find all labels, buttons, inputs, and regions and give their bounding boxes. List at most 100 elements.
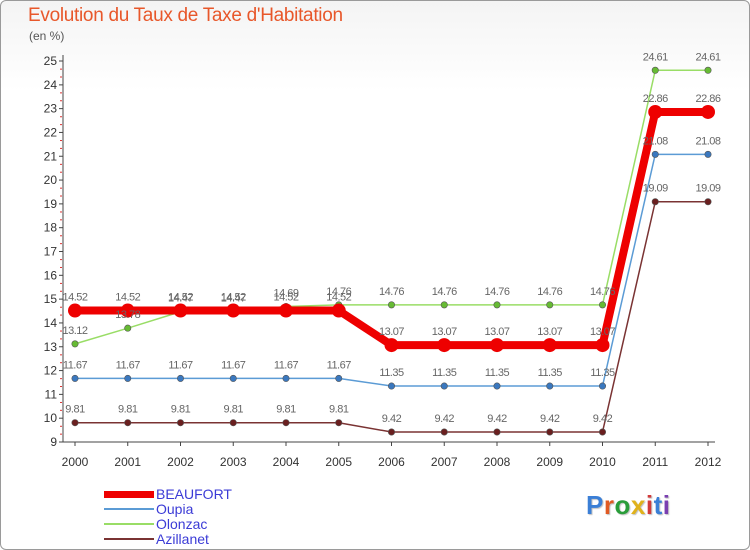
data-point-azillanet <box>440 428 448 436</box>
data-point-oupia <box>546 382 554 390</box>
data-label-oupia: 11.67 <box>221 359 246 371</box>
data-point-beaufort <box>595 338 610 353</box>
data-point-beaufort <box>701 104 715 119</box>
data-label-oupia: 11.35 <box>432 367 457 379</box>
data-point-olonzac <box>598 301 606 309</box>
data-point-azillanet <box>704 198 712 206</box>
y-tick-label: 14 <box>44 316 58 330</box>
legend-label-beaufort: BEAUFORT <box>156 486 232 502</box>
data-label-azillanet: 19.09 <box>643 183 668 195</box>
legend-swatch-olonzac <box>104 523 154 525</box>
data-label-oupia: 11.67 <box>63 359 88 371</box>
y-tick-label: 22 <box>44 125 58 139</box>
legend-item-olonzac[interactable]: Olonzac <box>104 516 208 532</box>
data-label-olonzac: 24.61 <box>695 51 720 63</box>
data-point-azillanet <box>177 419 185 427</box>
data-point-azillanet <box>71 419 79 427</box>
x-tick-label: 2005 <box>325 455 352 469</box>
legend-label-azillanet: Azillanet <box>156 531 209 547</box>
data-point-oupia <box>335 374 343 382</box>
logo-letter: i <box>645 490 654 520</box>
data-label-azillanet: 9.81 <box>276 404 296 416</box>
data-point-beaufort <box>490 338 504 353</box>
legend-item-oupia[interactable]: Oupia <box>104 501 194 517</box>
y-tick-label: 25 <box>44 54 58 68</box>
legend-swatch-beaufort <box>104 490 154 498</box>
data-point-olonzac <box>651 66 659 74</box>
legend-item-beaufort[interactable]: BEAUFORT <box>104 486 232 502</box>
data-label-oupia: 11.67 <box>274 359 299 371</box>
y-tick-label: 18 <box>44 221 58 235</box>
data-label-olonzac: 14.69 <box>273 288 298 300</box>
data-point-azillanet <box>493 428 501 436</box>
data-point-olonzac <box>387 301 395 309</box>
logo-letter: P <box>586 490 604 520</box>
data-label-olonzac: 14.76 <box>590 286 615 298</box>
data-label-olonzac: 14.47 <box>221 293 246 305</box>
data-label-azillanet: 9.81 <box>65 404 85 416</box>
data-label-azillanet: 9.42 <box>487 413 507 425</box>
data-label-beaufort: 13.07 <box>379 326 404 338</box>
data-label-beaufort: 14.52 <box>326 292 351 304</box>
data-label-azillanet: 9.81 <box>329 404 349 416</box>
data-point-olonzac <box>493 301 501 309</box>
series-points <box>68 66 715 436</box>
data-label-beaufort: 14.52 <box>273 292 298 304</box>
data-point-azillanet <box>598 428 606 436</box>
data-point-olonzac <box>546 301 554 309</box>
logo-letter: o <box>614 490 631 520</box>
legend-item-azillanet[interactable]: Azillanet <box>104 531 209 547</box>
x-tick-label: 2012 <box>695 455 722 469</box>
x-tick-label: 2006 <box>378 455 405 469</box>
data-point-beaufort <box>542 338 557 353</box>
data-point-oupia <box>71 374 79 382</box>
data-label-azillanet: 9.42 <box>540 413 560 425</box>
data-point-beaufort <box>384 338 399 353</box>
legend-label-olonzac: Olonzac <box>156 516 208 532</box>
data-label-olonzac: 14.76 <box>379 286 404 298</box>
x-tick-label: 2001 <box>114 455 141 469</box>
x-tick-label: 2003 <box>220 455 247 469</box>
data-labels: 11.67 11.67 11.67 11.67 11.67 11.67 11.35 11.35… <box>62 51 721 425</box>
y-tick-label: 13 <box>44 340 58 354</box>
proxiti-logo[interactable]: Proxiti <box>586 490 670 521</box>
data-label-oupia: 11.67 <box>327 359 352 371</box>
data-label-beaufort: 22.86 <box>643 93 668 105</box>
data-label-oupia: 11.67 <box>116 359 141 371</box>
data-point-oupia <box>124 374 132 382</box>
y-tick-label: 19 <box>44 197 58 211</box>
data-label-olonzac: 14.76 <box>484 286 509 298</box>
axes: 9 10 11 12 13 14 15 16 17 18 19 20 21 22 23 24 25 2000 200… <box>44 54 722 469</box>
data-label-oupia: 11.35 <box>379 367 404 379</box>
data-point-azillanet <box>387 428 395 436</box>
data-point-oupia <box>493 382 501 390</box>
data-point-oupia <box>440 382 448 390</box>
data-point-beaufort <box>437 338 452 353</box>
x-tick-label: 2002 <box>167 455 194 469</box>
logo-letter: i <box>662 490 671 520</box>
y-tick-label: 15 <box>44 292 58 306</box>
y-tick-label: 24 <box>44 78 58 92</box>
logo-letter: t <box>653 490 663 520</box>
y-tick-label: 16 <box>44 268 58 282</box>
data-label-oupia: 11.35 <box>590 367 615 379</box>
legend-label-oupia: Oupia <box>156 501 194 517</box>
data-point-azillanet <box>282 419 290 427</box>
data-label-beaufort: 22.86 <box>695 93 720 105</box>
data-label-oupia: 11.67 <box>168 359 193 371</box>
legend-swatch-azillanet <box>104 538 154 540</box>
x-tick-label: 2008 <box>484 455 511 469</box>
y-tick-label: 17 <box>44 245 58 259</box>
x-tick-label: 2000 <box>62 455 89 469</box>
data-label-azillanet: 9.81 <box>171 404 191 416</box>
data-point-oupia <box>651 150 659 158</box>
x-tick-label: 2011 <box>642 455 668 469</box>
data-point-azillanet <box>335 419 343 427</box>
x-tick-label: 2009 <box>536 455 563 469</box>
data-point-azillanet <box>546 428 554 436</box>
y-tick-label: 23 <box>44 102 58 116</box>
y-tick-label: 12 <box>44 364 58 378</box>
data-label-beaufort: 14.52 <box>168 292 193 304</box>
